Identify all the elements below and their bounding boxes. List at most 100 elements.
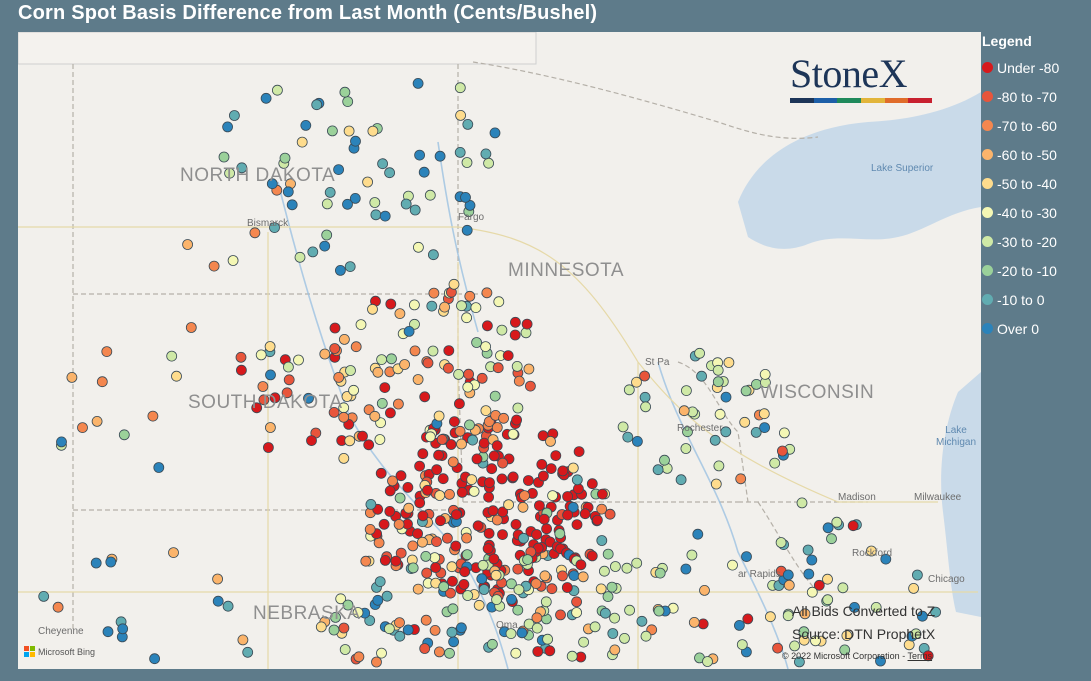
basis-point[interactable] bbox=[538, 470, 549, 482]
basis-point[interactable] bbox=[338, 622, 350, 634]
basis-point[interactable] bbox=[467, 434, 479, 446]
basis-point[interactable] bbox=[486, 463, 498, 475]
basis-point[interactable] bbox=[417, 448, 429, 460]
basis-point[interactable] bbox=[631, 376, 642, 388]
basis-point[interactable] bbox=[769, 457, 781, 469]
basis-point[interactable] bbox=[659, 454, 670, 466]
basis-point[interactable] bbox=[477, 559, 489, 571]
basis-point[interactable] bbox=[826, 533, 837, 545]
basis-point[interactable] bbox=[782, 610, 794, 622]
basis-point[interactable] bbox=[607, 628, 619, 639]
basis-point[interactable] bbox=[450, 540, 462, 552]
basis-point[interactable] bbox=[470, 302, 482, 314]
basis-point[interactable] bbox=[866, 545, 877, 557]
basis-point[interactable] bbox=[386, 353, 397, 365]
basis-point[interactable] bbox=[438, 581, 450, 593]
basis-point[interactable] bbox=[723, 357, 735, 368]
basis-point[interactable] bbox=[281, 387, 293, 399]
basis-point[interactable] bbox=[430, 562, 442, 573]
basis-point[interactable] bbox=[379, 382, 391, 394]
basis-point[interactable] bbox=[461, 532, 473, 544]
basis-point[interactable] bbox=[446, 575, 458, 587]
basis-point[interactable] bbox=[675, 474, 687, 486]
basis-point[interactable] bbox=[506, 594, 517, 605]
basis-point[interactable] bbox=[806, 586, 818, 598]
basis-point[interactable] bbox=[554, 528, 566, 540]
basis-point[interactable] bbox=[765, 611, 776, 623]
basis-point[interactable] bbox=[456, 300, 467, 312]
basis-point[interactable] bbox=[446, 561, 458, 573]
basis-point[interactable] bbox=[610, 561, 621, 572]
basis-point[interactable] bbox=[806, 554, 818, 566]
basis-point[interactable] bbox=[803, 568, 815, 580]
basis-point[interactable] bbox=[573, 446, 585, 458]
basis-point[interactable] bbox=[370, 209, 382, 221]
basis-point[interactable] bbox=[523, 363, 535, 375]
basis-point[interactable] bbox=[712, 376, 724, 388]
basis-point[interactable] bbox=[483, 491, 495, 503]
basis-point[interactable] bbox=[421, 567, 433, 579]
basis-point[interactable] bbox=[420, 614, 432, 626]
basis-point[interactable] bbox=[464, 419, 475, 431]
basis-point[interactable] bbox=[381, 590, 393, 602]
basis-point[interactable] bbox=[734, 620, 745, 631]
basis-point[interactable] bbox=[822, 522, 834, 534]
basis-point[interactable] bbox=[720, 426, 732, 438]
basis-point[interactable] bbox=[454, 82, 466, 94]
basis-point[interactable] bbox=[545, 463, 557, 475]
basis-point[interactable] bbox=[448, 636, 460, 648]
basis-point[interactable] bbox=[224, 167, 236, 179]
basis-point[interactable] bbox=[462, 590, 474, 601]
basis-point[interactable] bbox=[442, 362, 454, 374]
basis-point[interactable] bbox=[571, 607, 582, 618]
basis-point[interactable] bbox=[269, 392, 281, 404]
basis-point[interactable] bbox=[417, 510, 429, 522]
basis-point[interactable] bbox=[736, 639, 748, 650]
basis-point[interactable] bbox=[571, 474, 583, 486]
basis-point[interactable] bbox=[105, 556, 117, 568]
basis-point[interactable] bbox=[369, 410, 381, 422]
basis-point[interactable] bbox=[461, 224, 473, 236]
basis-point[interactable] bbox=[682, 426, 693, 438]
basis-point[interactable] bbox=[511, 414, 523, 426]
basis-point[interactable] bbox=[544, 645, 556, 657]
basis-point[interactable] bbox=[538, 513, 550, 525]
basis-point[interactable] bbox=[149, 653, 161, 665]
basis-point[interactable] bbox=[702, 656, 713, 667]
basis-point[interactable] bbox=[714, 408, 726, 420]
basis-point[interactable] bbox=[619, 633, 630, 644]
basis-point[interactable] bbox=[376, 354, 388, 366]
basis-point[interactable] bbox=[395, 547, 407, 559]
basis-point[interactable] bbox=[652, 464, 664, 476]
basis-point[interactable] bbox=[435, 515, 446, 527]
basis-point[interactable] bbox=[802, 544, 814, 556]
basis-point[interactable] bbox=[264, 341, 276, 352]
basis-point[interactable] bbox=[416, 536, 428, 548]
basis-point[interactable] bbox=[600, 607, 611, 619]
basis-point[interactable] bbox=[550, 450, 562, 462]
basis-point[interactable] bbox=[387, 475, 398, 487]
basis-point[interactable] bbox=[385, 298, 397, 310]
basis-point[interactable] bbox=[507, 428, 519, 440]
basis-point[interactable] bbox=[639, 370, 650, 382]
basis-point[interactable] bbox=[458, 579, 470, 590]
basis-point[interactable] bbox=[640, 401, 651, 413]
basis-point[interactable] bbox=[345, 365, 356, 376]
basis-point[interactable] bbox=[91, 415, 103, 427]
basis-point[interactable] bbox=[471, 337, 483, 348]
basis-point[interactable] bbox=[849, 602, 860, 613]
basis-point[interactable] bbox=[621, 562, 633, 574]
basis-point[interactable] bbox=[813, 579, 825, 591]
basis-point[interactable] bbox=[464, 199, 476, 211]
basis-point[interactable] bbox=[519, 490, 530, 502]
basis-point[interactable] bbox=[468, 485, 480, 497]
basis-point[interactable] bbox=[497, 457, 509, 469]
basis-point[interactable] bbox=[315, 621, 327, 633]
basis-point[interactable] bbox=[394, 308, 406, 320]
basis-point[interactable] bbox=[117, 623, 129, 635]
basis-point[interactable] bbox=[376, 397, 388, 409]
basis-point[interactable] bbox=[333, 164, 345, 176]
basis-point[interactable] bbox=[168, 547, 179, 558]
basis-point[interactable] bbox=[384, 505, 396, 517]
basis-point[interactable] bbox=[412, 374, 424, 385]
